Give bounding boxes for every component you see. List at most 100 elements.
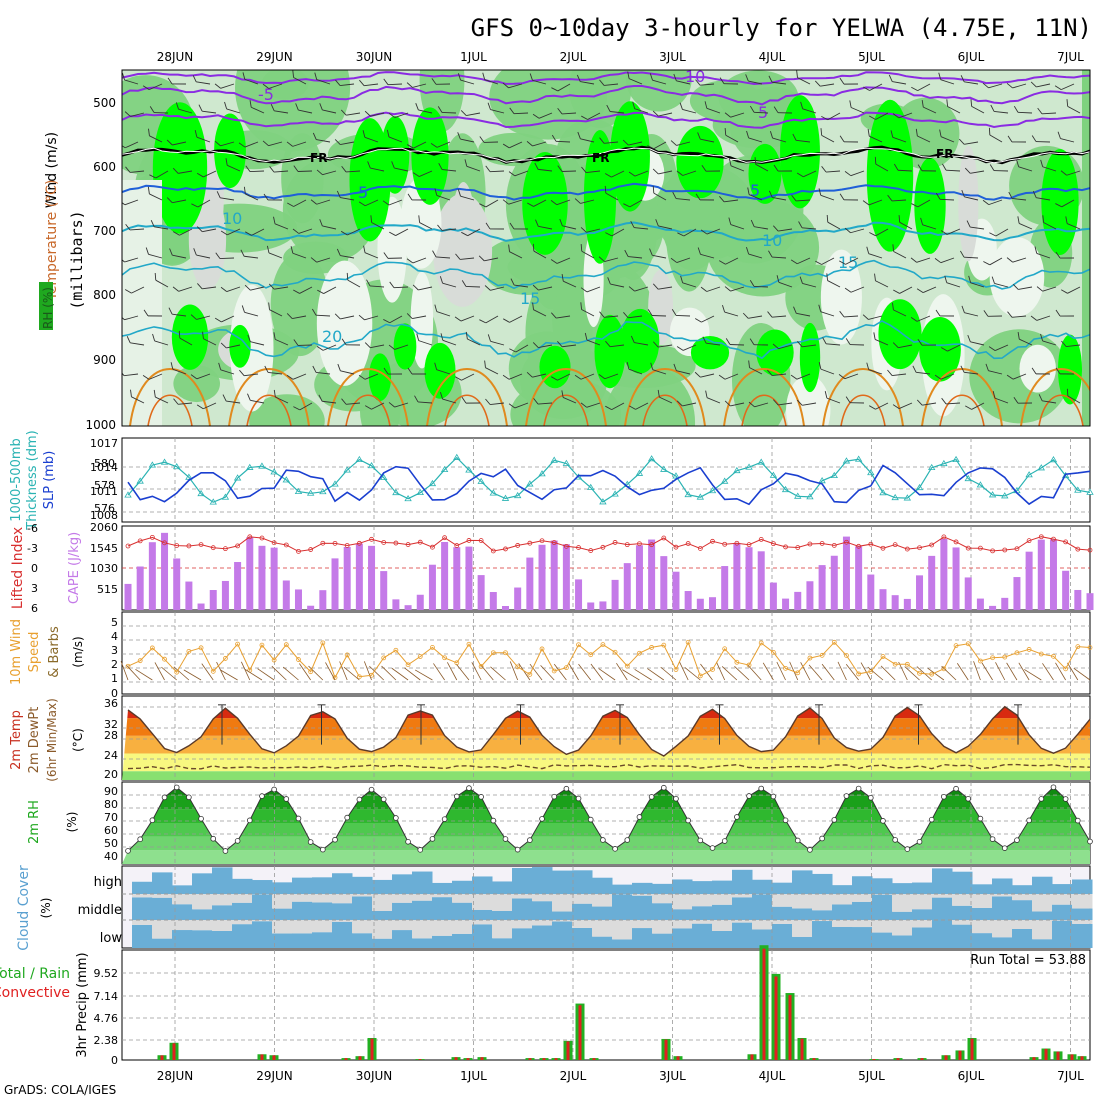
wind-barb-flag — [630, 220, 635, 228]
wind-barb — [797, 341, 817, 348]
rh-tick-90: 90 — [104, 785, 118, 798]
wind-barb-flag — [1057, 131, 1061, 139]
wind-barb — [247, 393, 265, 404]
wind-barb-staff — [249, 170, 265, 173]
wind-barb-staff — [850, 228, 865, 234]
wind-barb-staff — [178, 402, 193, 405]
wind-barb — [748, 401, 769, 408]
wind-barb-flag — [604, 185, 607, 194]
wind-barb-staff — [413, 141, 427, 149]
wind-barb-flag — [416, 333, 420, 341]
wind-barb-flag — [1031, 367, 1037, 375]
wind-barb — [406, 257, 427, 264]
cape-bar — [976, 598, 984, 610]
wind-barb-flag — [982, 82, 989, 89]
wind-barb-flag — [358, 201, 366, 207]
cloud-bar — [752, 879, 773, 894]
cloud-bar — [312, 877, 333, 894]
wind-barb — [796, 170, 817, 178]
li-line — [127, 536, 1091, 552]
wind-barb — [124, 286, 145, 294]
wind-barb — [694, 371, 715, 378]
wind-barb — [270, 104, 289, 114]
contour-30 — [246, 394, 292, 426]
wind-barb-staff — [436, 369, 451, 375]
wind-barb-flag — [1055, 251, 1061, 259]
cloud-bar — [172, 904, 193, 920]
wind-barb-staff — [748, 315, 763, 319]
wind-barb — [346, 272, 361, 288]
wind-barb-flag — [697, 132, 701, 140]
cloud-bar — [372, 910, 393, 920]
wind-barb — [190, 314, 211, 320]
cloud-bar — [972, 884, 993, 894]
wind-barb — [898, 215, 913, 230]
rh-marker — [527, 837, 533, 843]
precip-conv-bar — [800, 1038, 804, 1060]
surface-barb — [1067, 662, 1079, 681]
cloud-bar — [312, 932, 333, 948]
cloud-bar — [992, 937, 1013, 948]
li-tick-3: 3 — [31, 582, 38, 595]
wind-barb — [464, 159, 481, 172]
precip-conv-bar — [528, 1058, 532, 1060]
wind-barb-flag — [768, 190, 773, 198]
precip-conv-bar — [418, 1059, 422, 1060]
wind-barb-staff — [364, 83, 379, 87]
wind-barb-flag — [934, 258, 942, 264]
temp-line — [127, 705, 1091, 757]
contour-label: FR — [936, 147, 953, 161]
wind-barb-flag — [126, 336, 131, 343]
wind-barb-staff — [442, 398, 457, 404]
wind-barb — [534, 162, 553, 172]
wind-barb-staff — [700, 83, 715, 86]
wind-barb-staff — [845, 257, 859, 265]
wind-barb-flag — [192, 75, 197, 83]
wind-barb-flag — [991, 276, 995, 284]
wind-barb-staff — [227, 164, 241, 172]
cape-bar — [879, 589, 887, 610]
wind-barb — [938, 72, 955, 85]
cloud-bar — [892, 883, 913, 894]
wind-barb — [1038, 394, 1057, 404]
wind-barb-staff — [460, 315, 475, 322]
wind-marker — [637, 650, 642, 656]
wind-barb-staff — [700, 138, 715, 143]
cloud-gap — [652, 920, 673, 934]
wind-barb-flag — [150, 220, 155, 227]
wind-barb-staff — [250, 399, 265, 404]
cloud-bar — [772, 882, 793, 894]
cape-bar — [672, 571, 680, 610]
cape-tick-1545: 1545 — [90, 542, 118, 555]
wind-barb-flag — [748, 360, 750, 368]
wind-barb — [319, 103, 337, 114]
cloud-bar — [992, 896, 1013, 920]
wind-barb-flag — [363, 245, 366, 253]
surface-barb-staff — [800, 662, 811, 681]
wind-barb-flag — [892, 113, 900, 119]
wind-barb-flag — [818, 188, 822, 196]
wind-barb-staff — [485, 367, 499, 375]
wind-barb-staff — [652, 254, 667, 259]
surface-barb-staff — [391, 667, 409, 681]
wind-barb-flag — [960, 250, 965, 258]
wind-barb — [366, 279, 385, 288]
wind-barb-staff — [316, 139, 331, 143]
temp-tick-20: 20 — [104, 768, 118, 781]
wind-barb-staff — [322, 109, 337, 114]
cloud-gap — [212, 920, 233, 931]
wind-barb-staff — [179, 228, 193, 236]
cloud-gap — [272, 920, 293, 934]
cloud-label: Cloud Cover — [16, 865, 32, 951]
cape-label-text: CAPE (J/kg) — [67, 532, 82, 604]
wind-barb-flag — [911, 86, 918, 92]
wind-barb — [196, 226, 217, 233]
wind-barb-flag — [341, 338, 347, 346]
surface-barb-staff — [216, 661, 226, 681]
wind-barb-flag — [873, 332, 876, 340]
wind-barb-staff — [994, 110, 1009, 114]
li-marker — [892, 542, 898, 548]
precip-conv-bar — [370, 1038, 374, 1060]
wind-barb — [1012, 283, 1033, 290]
wind-barb — [341, 165, 361, 173]
